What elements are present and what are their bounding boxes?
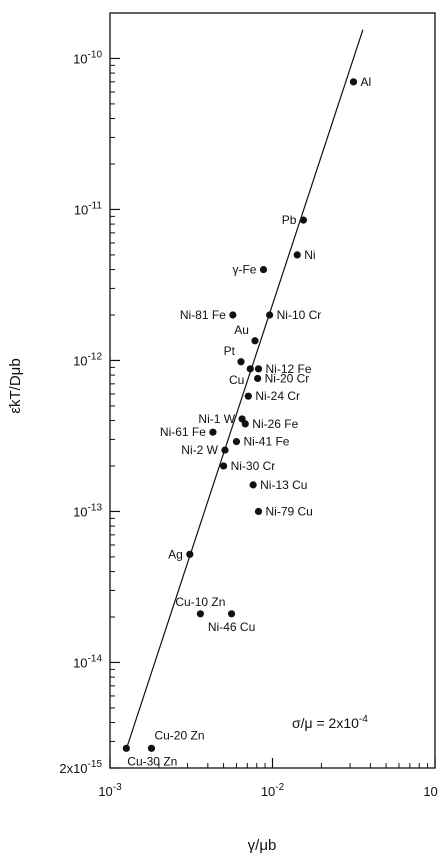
data-point xyxy=(209,428,217,436)
y-tick-exponent: -12 xyxy=(88,351,103,362)
data-point xyxy=(229,311,237,319)
data-point xyxy=(221,446,229,454)
x-axis-title: γ/μb xyxy=(248,837,277,854)
data-point-label: Ni-1 W xyxy=(198,412,235,426)
data-point xyxy=(219,462,228,470)
data-point-label: Ni xyxy=(304,248,315,262)
data-point-label: Pt xyxy=(224,344,236,358)
data-point xyxy=(196,610,204,618)
data-point xyxy=(349,78,358,86)
fit-line-layer xyxy=(125,29,364,751)
fit-line xyxy=(125,29,364,751)
data-point-label: Ni-81 Fe xyxy=(180,308,226,322)
y-axis-title: ε̇kT/Dμb xyxy=(7,358,24,413)
y-tick-exponent: -11 xyxy=(88,200,102,211)
x-tick-exponent: -3 xyxy=(113,782,122,793)
y-tick-base: 10 xyxy=(73,655,87,670)
y-tick-base: 10 xyxy=(74,202,88,217)
data-point xyxy=(246,365,254,373)
data-point-label: Ni-41 Fe xyxy=(243,435,289,449)
x-tick-base: 10 xyxy=(423,784,437,799)
data-point-label: Al xyxy=(360,75,371,89)
y-tick-base: 10 xyxy=(73,51,87,66)
annotation: σ/μ = 2x10-4 xyxy=(292,714,368,731)
data-point xyxy=(237,358,245,366)
annotation-text: σ/μ = 2x10 xyxy=(292,715,359,731)
data-point xyxy=(254,374,262,383)
y-tick-exponent: -15 xyxy=(88,759,103,770)
data-point xyxy=(251,337,259,345)
data-point xyxy=(227,610,236,618)
x-tick-label: 10-2 xyxy=(261,782,285,799)
data-point xyxy=(293,251,301,259)
annotation-exponent: -4 xyxy=(359,714,368,725)
data-point xyxy=(186,550,194,558)
data-point-label: Ni-12 Fe xyxy=(265,362,311,376)
y-tick-base: 10 xyxy=(73,353,87,368)
data-point xyxy=(241,420,249,428)
data-point-label: Cu xyxy=(229,373,244,387)
points-layer xyxy=(122,78,358,752)
data-point xyxy=(259,265,268,274)
data-point xyxy=(254,365,263,373)
data-point-label: Ni-26 Fe xyxy=(252,417,298,431)
data-point xyxy=(244,392,252,400)
y-tick-label: 10-11 xyxy=(74,200,103,217)
data-point xyxy=(254,507,263,516)
data-point-label: γ-Fe xyxy=(232,263,256,277)
data-point-label: Cu-10 Zn xyxy=(175,595,225,609)
y-tick-label: 10-14 xyxy=(73,653,102,670)
data-point xyxy=(147,744,156,752)
y-tick-label: 2x10-15 xyxy=(59,759,102,776)
x-tick-base: 10 xyxy=(261,784,275,799)
data-point xyxy=(249,481,257,489)
data-point xyxy=(266,311,274,319)
x-tick-base: 10 xyxy=(98,784,112,799)
y-tick-label: 10-13 xyxy=(73,502,102,519)
data-point xyxy=(122,744,130,752)
data-point xyxy=(232,438,241,446)
data-point-label: Cu-30 Zn xyxy=(127,754,177,768)
data-point-label: Ni-46 Cu xyxy=(208,620,255,634)
y-tick-label: 10-12 xyxy=(73,351,102,368)
data-point-label: Ni-79 Cu xyxy=(265,504,312,518)
data-point-label: Ni-24 Cr xyxy=(255,389,300,403)
y-tick-base: 10 xyxy=(73,504,87,519)
data-point-label: Ni-20 Cr xyxy=(265,371,310,385)
data-point-label: Ni-61 Fe xyxy=(160,425,206,439)
y-tick-exponent: -10 xyxy=(88,49,103,60)
data-point-label: Ni-10 Cr xyxy=(277,308,322,322)
y-tick-label: 10-10 xyxy=(73,49,102,66)
data-point-label: Au xyxy=(234,323,249,337)
y-tick-exponent: -14 xyxy=(88,653,103,664)
labels-layer: Al Pb Ni γ-Fe Ni-81 Fe Ni-10 Cr Au Pt Ni-12 Fe Cu… xyxy=(127,75,371,768)
data-point-label: Ni-30 Cr xyxy=(231,459,276,473)
data-point-label: Ag xyxy=(168,547,183,561)
x-tick-label: 10-3 xyxy=(98,782,122,799)
data-point xyxy=(299,216,308,224)
y-tick-exponent: -13 xyxy=(88,502,103,513)
data-point-label: Ni-13 Cu xyxy=(260,478,307,492)
data-point-label: Ni-2 W xyxy=(181,443,218,457)
x-tick-exponent: -2 xyxy=(275,782,284,793)
data-point-label: Cu-20 Zn xyxy=(154,728,204,742)
x-tick-label: 10-1 xyxy=(423,782,438,799)
y-tick-base: 2x10 xyxy=(59,761,87,776)
data-point-label: Pb xyxy=(282,213,297,227)
